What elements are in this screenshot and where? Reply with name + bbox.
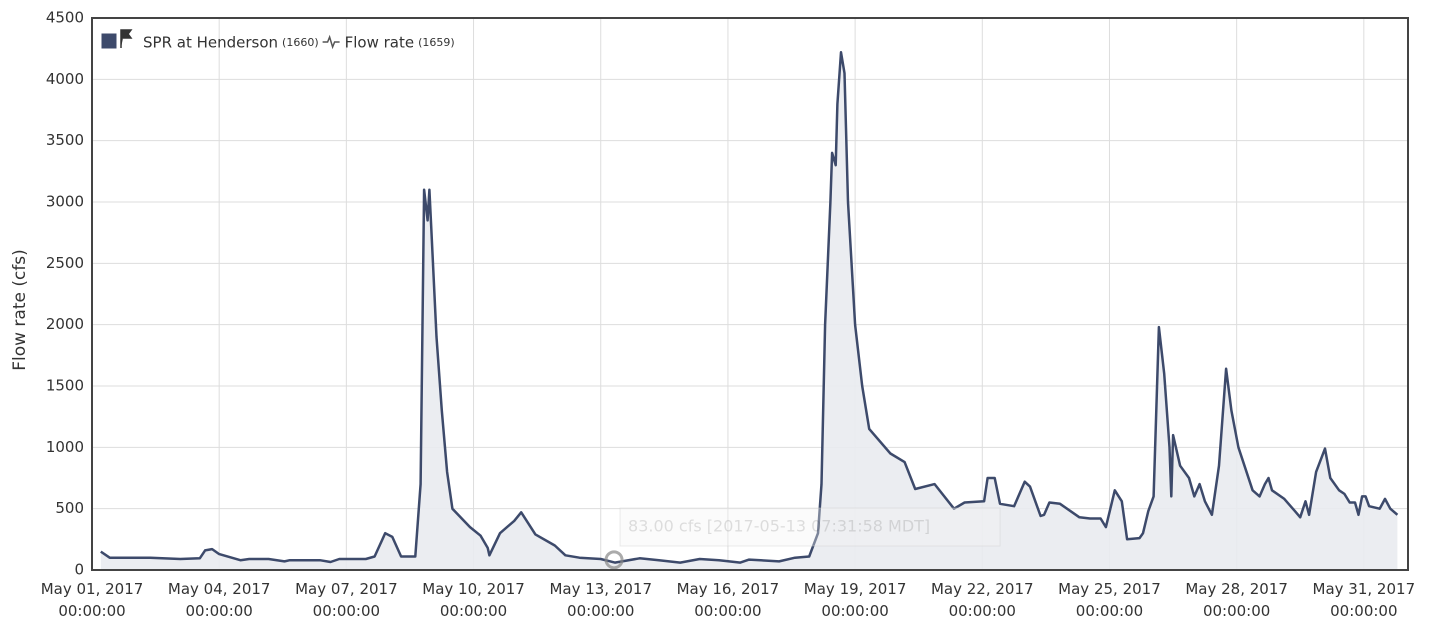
x-tick-label: May 19, 2017 00:00:00 bbox=[803, 580, 907, 620]
y-tick-label: 0 bbox=[74, 561, 84, 579]
x-tick-label: May 22, 2017 00:00:00 bbox=[930, 580, 1034, 620]
x-tick-label: May 28, 2017 00:00:00 bbox=[1185, 580, 1288, 620]
x-tick-label: May 16, 2017 00:00:00 bbox=[676, 580, 780, 620]
y-axis-title: Flow rate (cfs) bbox=[10, 249, 30, 371]
legend-id: (1660) bbox=[282, 36, 319, 49]
x-tick-label: May 13, 2017 00:00:00 bbox=[549, 580, 653, 620]
area-fill bbox=[100, 52, 1398, 571]
y-tick-label: 1500 bbox=[46, 377, 84, 395]
legend-line-icon bbox=[322, 34, 340, 50]
y-tick-label: 4500 bbox=[46, 9, 84, 27]
plot-background bbox=[92, 18, 1408, 570]
y-tick-label: 4000 bbox=[46, 70, 84, 88]
x-tick-label: May 04, 2017 00:00:00 bbox=[167, 580, 271, 620]
tooltip-text: 83.00 cfs [2017-05-13 07:31:58 MDT] bbox=[628, 517, 930, 536]
legend: SPR at Henderson (1660) Flow rate (1659) bbox=[100, 29, 455, 52]
x-tick-label: May 31, 2017 00:00:00 bbox=[1312, 580, 1416, 620]
x-tick-label: May 25, 2017 00:00:00 bbox=[1058, 580, 1161, 620]
y-tick-label: 1000 bbox=[46, 438, 84, 456]
y-tick-label: 3000 bbox=[46, 193, 84, 211]
hover-marker bbox=[604, 550, 624, 570]
legend-label: SPR at Henderson bbox=[143, 34, 278, 52]
tooltip-box bbox=[619, 507, 1001, 547]
y-tick-label: 3500 bbox=[46, 131, 84, 149]
y-tick-label: 500 bbox=[55, 499, 84, 517]
y-tick-label: 2000 bbox=[46, 315, 84, 333]
legend-flag bbox=[120, 29, 133, 48]
x-tick-label: May 07, 2017 00:00:00 bbox=[295, 580, 398, 620]
legend-swatch bbox=[100, 32, 118, 50]
legend-label: Flow rate bbox=[345, 34, 414, 52]
y-tick-label: 2500 bbox=[46, 254, 84, 272]
legend-id: (1659) bbox=[418, 36, 455, 49]
plot-frame bbox=[91, 17, 1409, 571]
x-tick-label: May 01, 2017 00:00:00 bbox=[40, 580, 144, 620]
x-tick-label: May 10, 2017 00:00:00 bbox=[422, 580, 525, 620]
flow-line bbox=[100, 51, 1399, 564]
